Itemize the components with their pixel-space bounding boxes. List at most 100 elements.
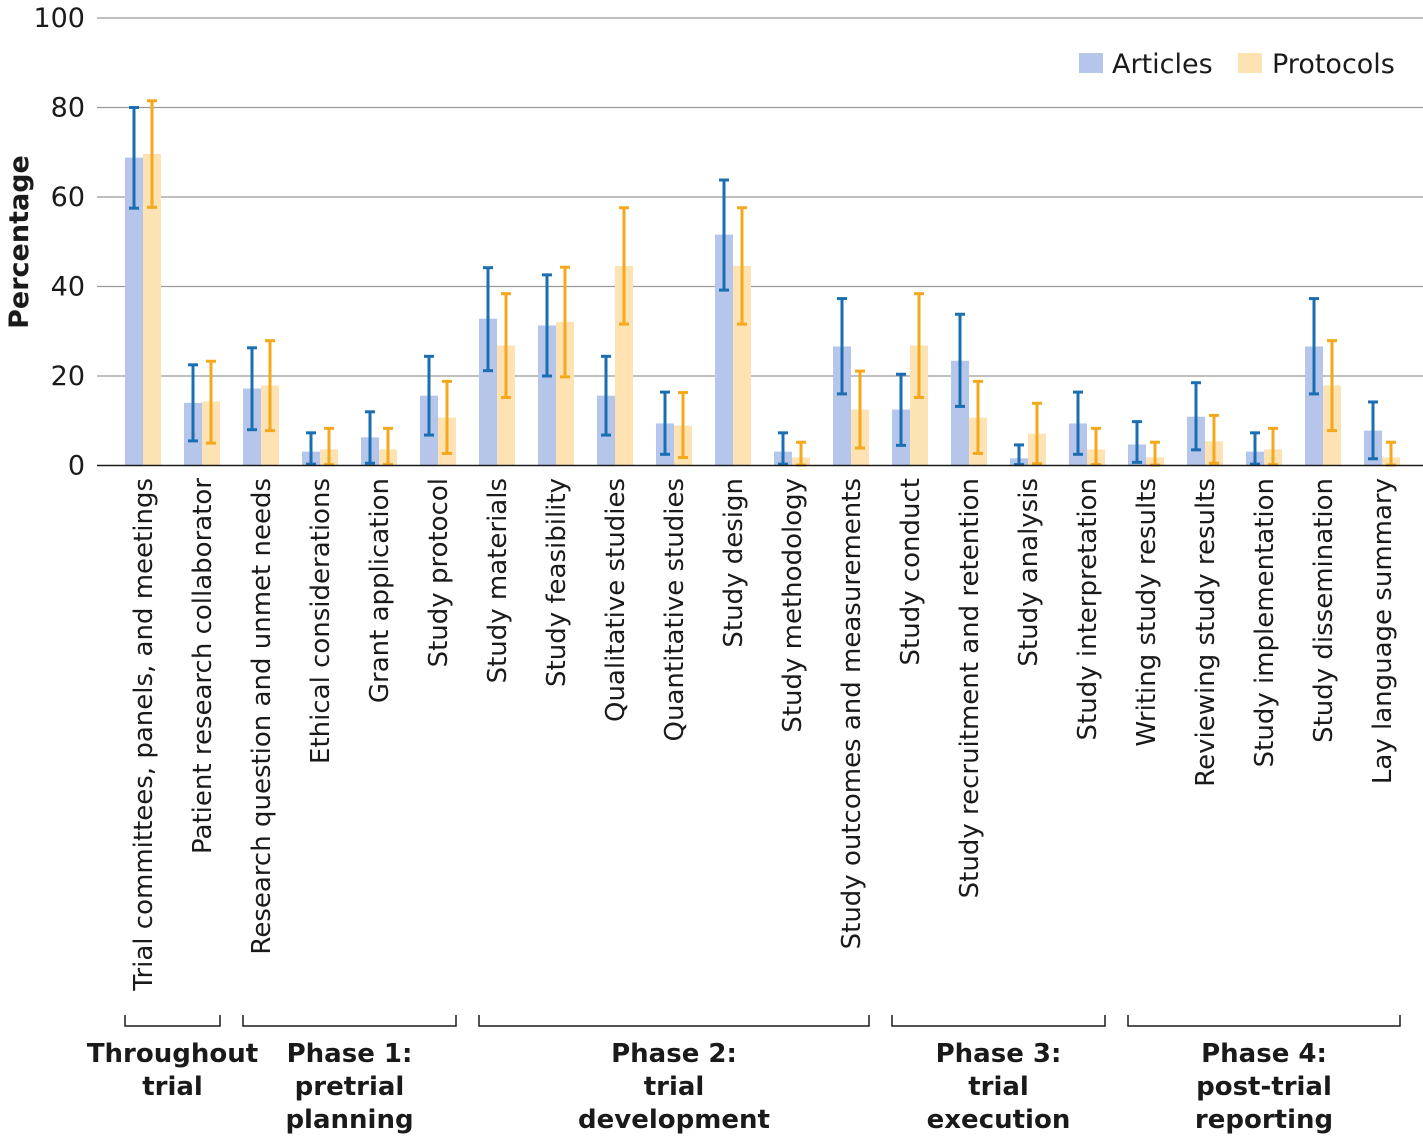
error-bar-protocols [383,426,393,467]
error-bar-protocols [206,359,216,445]
error-bar-articles [1191,381,1201,452]
bar-articles [125,157,143,466]
category-label: Study interpretation [1073,478,1103,740]
category-label: Study implementation [1250,478,1280,767]
error-bar-protocols [147,99,157,209]
error-bar-articles [424,354,434,437]
category-label: Trial committees, panels, and meetings [129,478,159,992]
error-bar-articles [837,297,847,396]
error-bar-articles [188,363,198,443]
error-bar-articles [1073,390,1083,456]
error-bar-protocols [442,379,452,455]
error-bar-articles [601,354,611,437]
bar-articles [538,325,556,466]
error-bar-articles [1250,431,1260,466]
error-bar-articles [1368,400,1378,461]
error-bar-protocols [324,426,334,467]
category-label: Lay language summary [1368,478,1398,784]
bar-protocols [556,321,574,466]
category-label: Research question and unmet needs [247,478,277,955]
legend-label-articles: Articles [1112,49,1213,80]
error-bar-articles [129,106,139,210]
category-label: Grant application [365,478,395,703]
y-axis-label: Percentage [4,155,35,329]
category-label: Writing study results [1132,478,1162,747]
group-label: Phase 1: [287,1039,413,1069]
group-label: post-trial [1196,1072,1332,1102]
error-bar-protocols [737,206,747,326]
legend-swatch-protocols [1238,53,1262,73]
y-tick-label: 20 [51,361,85,392]
error-bar-protocols [560,265,570,379]
category-label: Study design [719,478,749,648]
category-label: Study methodology [778,478,808,733]
legend: Articles Protocols [1079,49,1395,80]
group-label: planning [285,1105,413,1135]
bar-articles [833,346,851,466]
y-tick-label: 40 [51,272,85,303]
group-bracket [891,1015,1106,1027]
group-label: trial [968,1072,1029,1102]
error-bar-articles [542,273,552,378]
bar-articles [951,360,969,466]
y-tick-label: 60 [51,182,85,213]
bar-articles [1305,346,1323,466]
error-bar-protocols [1268,426,1278,467]
error-bar-articles [247,346,257,432]
error-bar-protocols [1327,339,1337,433]
error-bar-articles [778,431,788,466]
bars [125,154,1400,466]
error-bar-articles [365,410,375,465]
group-label: pretrial [295,1072,405,1102]
category-label: Qualitative studies [601,478,631,722]
group-bracket [1127,1015,1401,1027]
group-bracket [242,1015,457,1027]
bar-protocols [615,265,633,466]
error-bar-protocols [265,339,275,433]
group-label: reporting [1195,1105,1333,1135]
y-tick-label: 0 [68,451,85,482]
group-label: execution [927,1105,1071,1135]
group-label: trial [142,1072,203,1102]
error-bar-protocols [855,369,865,450]
category-label: Study analysis [1014,478,1044,667]
category-label: Reviewing study results [1191,478,1221,787]
y-tick-label: 80 [51,93,85,124]
legend-swatch-articles [1079,53,1103,73]
category-label: Study dissemination [1309,478,1339,743]
error-bar-protocols [1032,401,1042,466]
category-labels: Trial committees, panels, and meetings Pa… [129,478,1398,992]
group-label: trial [644,1072,705,1102]
bar-protocols [143,154,161,466]
error-bar-articles [955,312,965,408]
error-bars [129,99,1396,467]
category-label: Study conduct [896,478,926,665]
bar-articles [715,234,733,466]
error-bar-articles [1132,420,1142,464]
error-bar-articles [896,372,906,447]
category-label: Study feasibility [542,478,572,687]
error-bar-articles [483,266,493,373]
group-label: Throughout [87,1039,258,1069]
error-bar-protocols [1209,413,1219,465]
category-label: Study protocol [424,478,454,667]
category-label: Study materials [483,478,513,683]
category-label: Patient research collaborator [188,478,218,854]
y-tick-label: 100 [33,3,85,34]
group-bracket [478,1015,870,1027]
error-bar-protocols [1091,426,1101,467]
error-bar-protocols [619,206,629,326]
y-axis-ticks: 0 20 40 60 80 100 [33,3,85,482]
error-bar-protocols [501,292,511,399]
bar-articles [479,318,497,466]
error-bar-articles [719,178,729,292]
category-label: Study outcomes and measurements [837,478,867,949]
error-bar-protocols [914,292,924,399]
error-bar-articles [1014,443,1024,467]
bar-protocols [910,345,928,466]
error-bar-protocols [678,391,688,459]
bar-protocols [497,345,515,466]
category-label: Study recruitment and retention [955,478,985,898]
error-bar-protocols [973,379,983,455]
